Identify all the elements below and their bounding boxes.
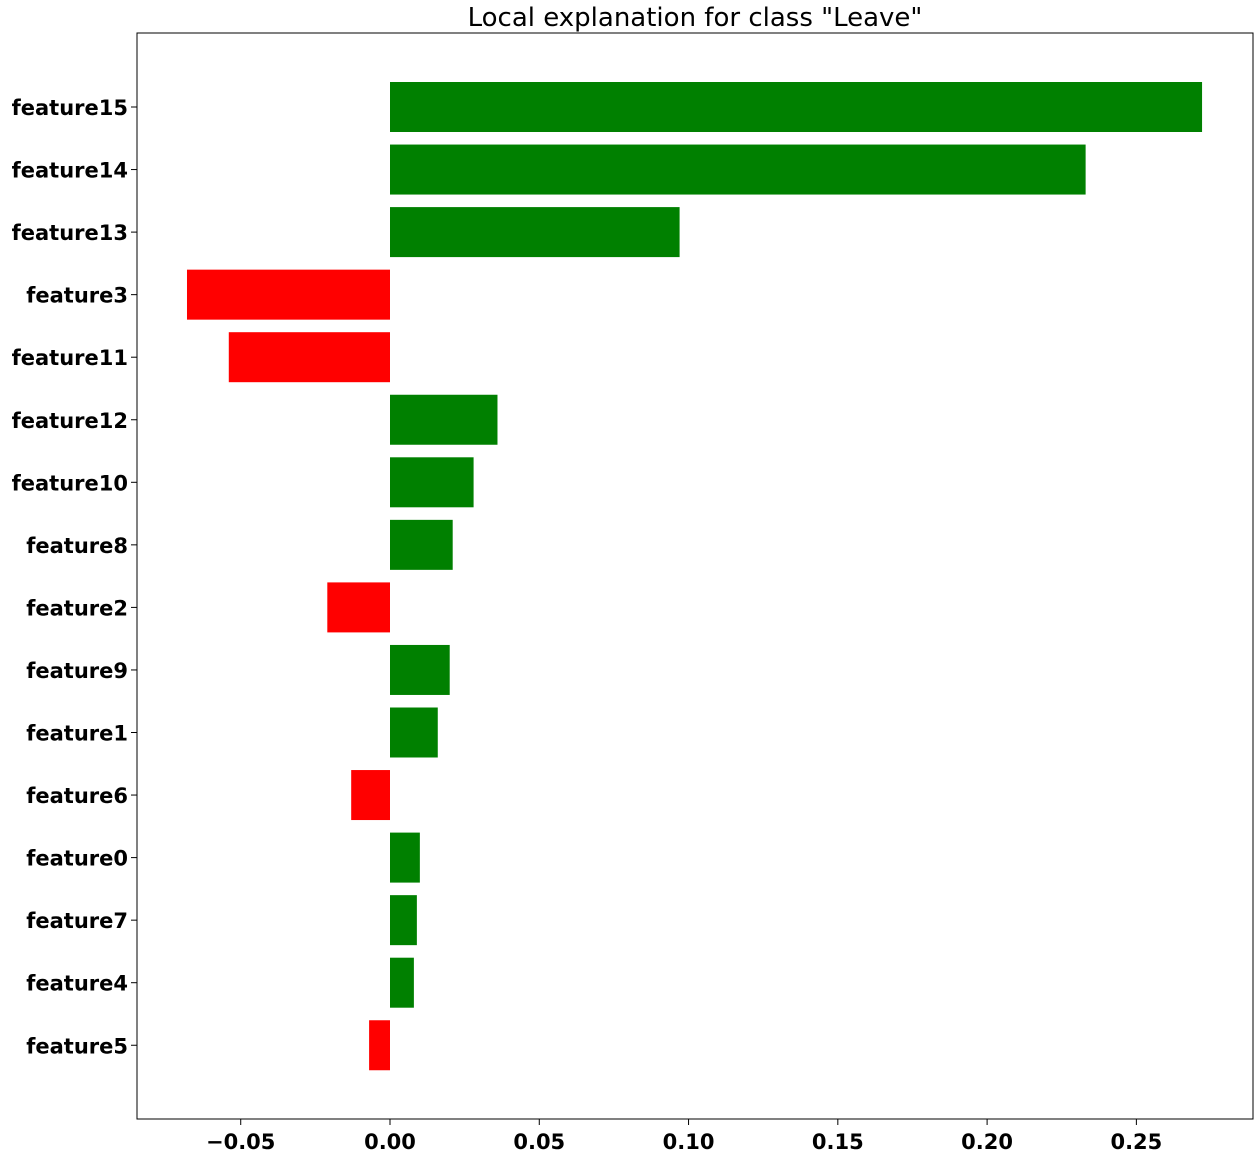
bar-feature1 <box>390 707 438 758</box>
bars-group <box>186 82 1203 1071</box>
bar-feature11 <box>228 332 390 383</box>
bar-feature4 <box>390 957 414 1008</box>
y-tick-label: feature15 <box>12 96 128 120</box>
x-tick-label: 0.20 <box>961 1130 1013 1154</box>
bar-feature0 <box>390 832 420 883</box>
y-tick-label: feature8 <box>26 534 128 558</box>
bar-feature13 <box>390 207 680 258</box>
x-tick-label: 0.15 <box>812 1130 864 1154</box>
y-tick-label: feature12 <box>12 409 128 433</box>
x-tick-label: 0.05 <box>513 1130 565 1154</box>
x-tick-label: 0.10 <box>663 1130 715 1154</box>
bar-feature8 <box>390 519 453 570</box>
x-tick-label: 0.25 <box>1110 1130 1162 1154</box>
bar-feature2 <box>327 582 390 633</box>
y-tick-label: feature0 <box>26 847 128 871</box>
y-tick-label: feature6 <box>26 784 128 808</box>
chart-title: Local explanation for class "Leave" <box>468 3 923 33</box>
plot-frame <box>136 32 1254 1120</box>
y-tick-label: feature4 <box>26 972 128 996</box>
y-tick-label: feature14 <box>12 159 128 183</box>
bar-feature3 <box>186 269 390 320</box>
bar-feature14 <box>390 144 1086 195</box>
x-tick-label: −0.05 <box>206 1130 275 1154</box>
x-tick-label: 0.00 <box>364 1130 416 1154</box>
bar-feature7 <box>390 895 417 946</box>
bar-feature5 <box>369 1020 390 1071</box>
bar-feature9 <box>390 644 450 695</box>
y-tick-label: feature13 <box>12 221 128 245</box>
y-tick-label: feature7 <box>26 909 128 933</box>
y-tick-label: feature5 <box>26 1034 128 1058</box>
x-axis-ticks: −0.05 0.00 0.05 0.10 0.15 0.20 0.25 <box>206 1119 1162 1154</box>
bar-feature6 <box>351 770 390 821</box>
y-tick-label: feature1 <box>26 722 128 746</box>
y-tick-label: feature2 <box>26 596 128 620</box>
y-tick-label: feature3 <box>26 284 128 308</box>
y-tick-label: feature9 <box>26 659 128 683</box>
y-tick-label: feature11 <box>12 346 128 370</box>
bar-feature10 <box>390 457 474 508</box>
y-tick-label: feature10 <box>12 471 128 495</box>
y-axis-ticks: feature15 feature14 feature13 feature3 featu… <box>12 96 137 1058</box>
bar-feature12 <box>390 394 498 445</box>
bar-feature15 <box>390 82 1203 132</box>
